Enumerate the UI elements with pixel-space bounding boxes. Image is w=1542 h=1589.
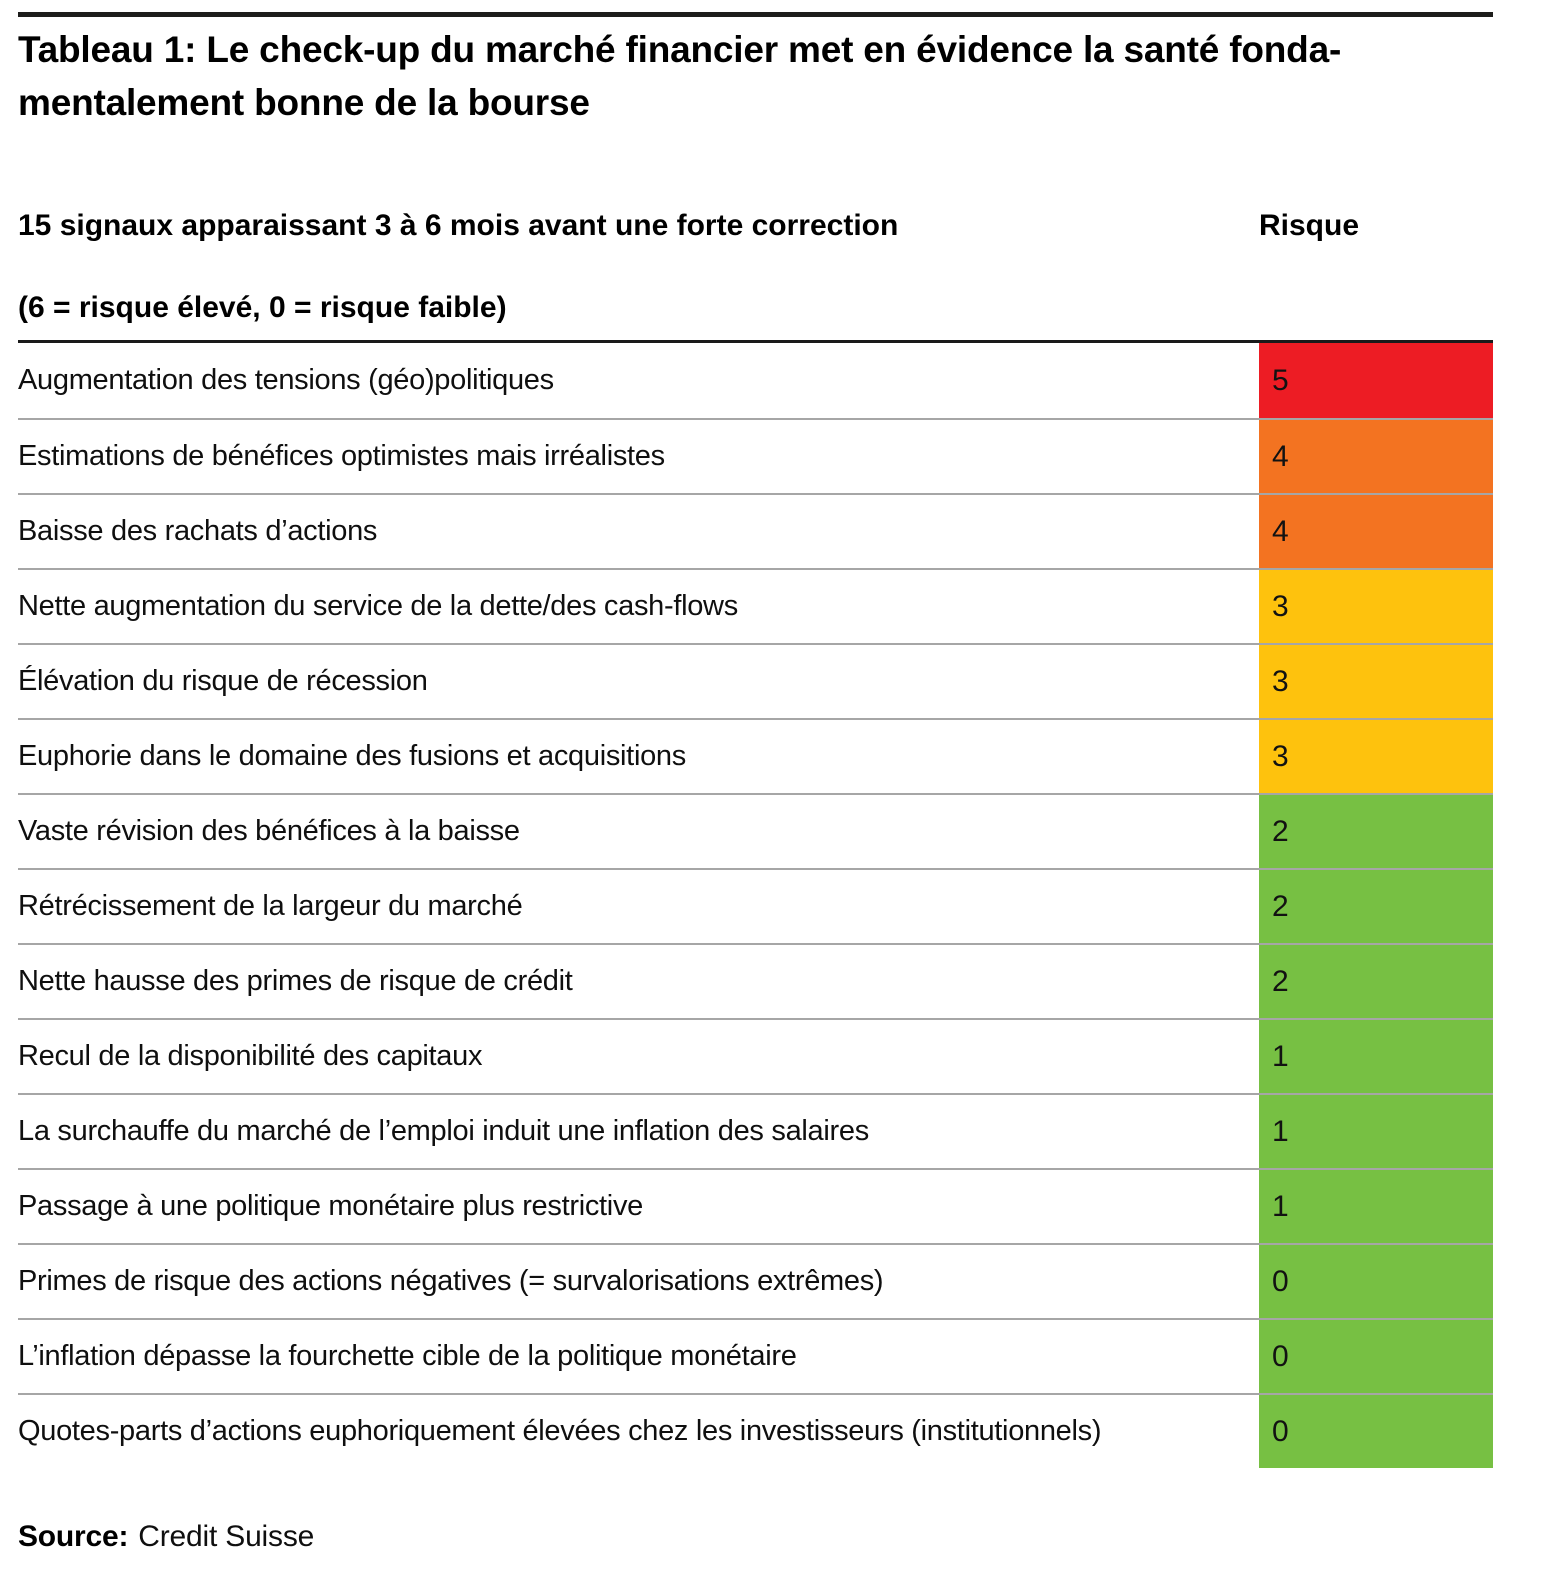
risk-value: 0	[1272, 1264, 1289, 1298]
signal-label: L’inflation dépasse la fourchette cible …	[18, 1340, 797, 1372]
table-row: Estimations de bénéfices optimistes mais…	[18, 418, 1493, 493]
risk-value-cell: 3	[1259, 720, 1493, 793]
signal-label: Passage à une politique monétaire plus r…	[18, 1190, 643, 1222]
risk-value: 5	[1272, 363, 1289, 397]
risk-value-cell: 5	[1259, 343, 1493, 418]
table-column-headers: 15 signaux apparaissant 3 à 6 mois avant…	[18, 208, 1493, 244]
risk-value: 1	[1272, 1039, 1289, 1073]
signal-label: Baisse des rachats d’actions	[18, 515, 378, 547]
risk-value-cell: 1	[1259, 1020, 1493, 1093]
risk-value: 2	[1272, 889, 1289, 923]
risk-value-cell: 1	[1259, 1095, 1493, 1168]
signal-label: Primes de risque des actions négatives (…	[18, 1265, 884, 1297]
table-row: Euphorie dans le domaine des fusions et …	[18, 718, 1493, 793]
table-row: La surchauffe du marché de l’emploi indu…	[18, 1093, 1493, 1168]
signal-label: Vaste révision des bénéfices à la baisse	[18, 815, 520, 847]
risk-value-cell: 2	[1259, 945, 1493, 1018]
risk-value: 2	[1272, 814, 1289, 848]
risk-value-cell: 4	[1259, 495, 1493, 568]
source-value: Credit Suisse	[138, 1520, 315, 1553]
table-row: Passage à une politique monétaire plus r…	[18, 1168, 1493, 1243]
source-label: Source:	[18, 1520, 129, 1553]
signal-label: Nette hausse des primes de risque de cré…	[18, 965, 573, 997]
table-row: Recul de la disponibilité des capitaux 1	[18, 1018, 1493, 1093]
risk-table-body: Augmentation des tensions (géo)politique…	[18, 340, 1493, 1468]
risk-value-cell: 3	[1259, 570, 1493, 643]
risk-value: 2	[1272, 964, 1289, 998]
risk-value-cell: 0	[1259, 1320, 1493, 1393]
table-row: Augmentation des tensions (géo)politique…	[18, 343, 1493, 418]
signal-label: Élévation du risque de récession	[18, 665, 428, 697]
table-row: Nette hausse des primes de risque de cré…	[18, 943, 1493, 1018]
table-row: Vaste révision des bénéfices à la baisse…	[18, 793, 1493, 868]
top-rule	[18, 12, 1493, 17]
signal-label: Estimations de bénéfices optimistes mais…	[18, 440, 665, 472]
figure-title: Tableau 1: Le check-up du marché financi…	[18, 23, 1493, 129]
table-row: Baisse des rachats d’actions 4	[18, 493, 1493, 568]
risk-value: 0	[1272, 1414, 1289, 1448]
risk-value: 0	[1272, 1339, 1289, 1373]
risk-value: 3	[1272, 664, 1289, 698]
risk-value: 3	[1272, 589, 1289, 623]
signal-label: Rétrécissement de la largeur du marché	[18, 890, 523, 922]
signals-column-header: 15 signaux apparaissant 3 à 6 mois avant…	[18, 209, 899, 242]
signal-label: Recul de la disponibilité des capitaux	[18, 1040, 483, 1072]
signal-label: La surchauffe du marché de l’emploi indu…	[18, 1115, 869, 1147]
table-row: Primes de risque des actions négatives (…	[18, 1243, 1493, 1318]
table-row: Nette augmentation du service de la dett…	[18, 568, 1493, 643]
figure-content: Tableau 1: Le check-up du marché financi…	[18, 0, 1493, 1554]
figure-title-line-2: mentalement bonne de la bourse	[18, 82, 590, 123]
signal-label: Quotes-parts d’actions euphoriquement él…	[18, 1415, 1102, 1447]
risk-value: 1	[1272, 1189, 1289, 1223]
figure-title-line-1: Tableau 1: Le check-up du marché financi…	[18, 29, 1342, 70]
risk-value-cell: 2	[1259, 795, 1493, 868]
table-row: Quotes-parts d’actions euphoriquement él…	[18, 1393, 1493, 1468]
signal-label: Euphorie dans le domaine des fusions et …	[18, 740, 686, 772]
table-row: Élévation du risque de récession 3	[18, 643, 1493, 718]
risk-value: 4	[1272, 514, 1289, 548]
risk-value-cell: 0	[1259, 1395, 1493, 1468]
risk-value: 4	[1272, 439, 1289, 473]
risk-value-cell: 0	[1259, 1245, 1493, 1318]
source-line: Source: Credit Suisse	[18, 1520, 1493, 1554]
risk-value-cell: 4	[1259, 420, 1493, 493]
table-row: L’inflation dépasse la fourchette cible …	[18, 1318, 1493, 1393]
signal-label: Augmentation des tensions (géo)politique…	[18, 364, 554, 396]
risk-value-cell: 2	[1259, 870, 1493, 943]
risk-value: 1	[1272, 1114, 1289, 1148]
table-row: Rétrécissement de la largeur du marché 2	[18, 868, 1493, 943]
risk-value: 3	[1272, 739, 1289, 773]
risk-scale-note: (6 = risque élevé, 0 = risque faible)	[18, 291, 507, 324]
risk-column-header: Risque	[1259, 209, 1360, 242]
signal-label: Nette augmentation du service de la dett…	[18, 590, 738, 622]
risk-value-cell: 3	[1259, 645, 1493, 718]
risk-value-cell: 1	[1259, 1170, 1493, 1243]
